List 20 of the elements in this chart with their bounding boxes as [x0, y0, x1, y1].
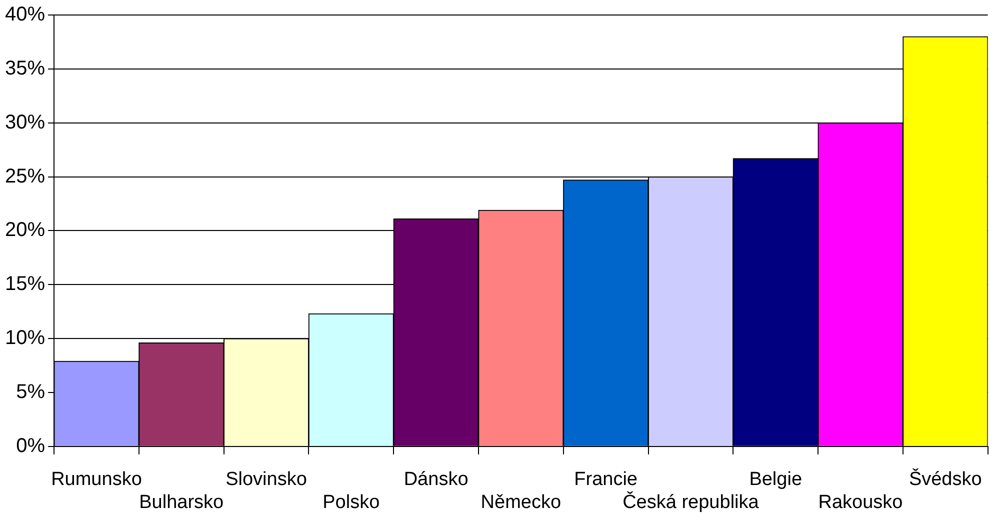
y-tick-label: 15% — [5, 273, 46, 296]
y-tick-label: 25% — [5, 165, 46, 188]
y-tick-label: 5% — [16, 380, 46, 403]
x-tick-label: Rakousko — [818, 492, 903, 513]
x-tick-label: Polsko — [322, 492, 380, 513]
y-tick-label: 30% — [5, 111, 46, 134]
x-tick-label: Slovinsko — [226, 469, 307, 490]
x-tick-label: Belgie — [749, 469, 802, 490]
x-tick-label: Bulharsko — [139, 492, 224, 513]
y-tick-label: 20% — [5, 219, 46, 242]
x-tick-label: Švédsko — [908, 468, 982, 490]
y-tick-label: 35% — [5, 57, 46, 80]
y-tick-label: 10% — [5, 327, 46, 350]
x-tick-label: Česká republika — [622, 490, 760, 513]
y-tick-label: 0% — [16, 434, 46, 457]
x-tick-label: Francie — [574, 469, 638, 490]
y-tick-label: 40% — [5, 4, 46, 26]
x-tick-label: Dánsko — [404, 469, 468, 490]
x-tick-label: Německo — [480, 492, 562, 513]
x-tick-label: Rumunsko — [51, 469, 142, 490]
